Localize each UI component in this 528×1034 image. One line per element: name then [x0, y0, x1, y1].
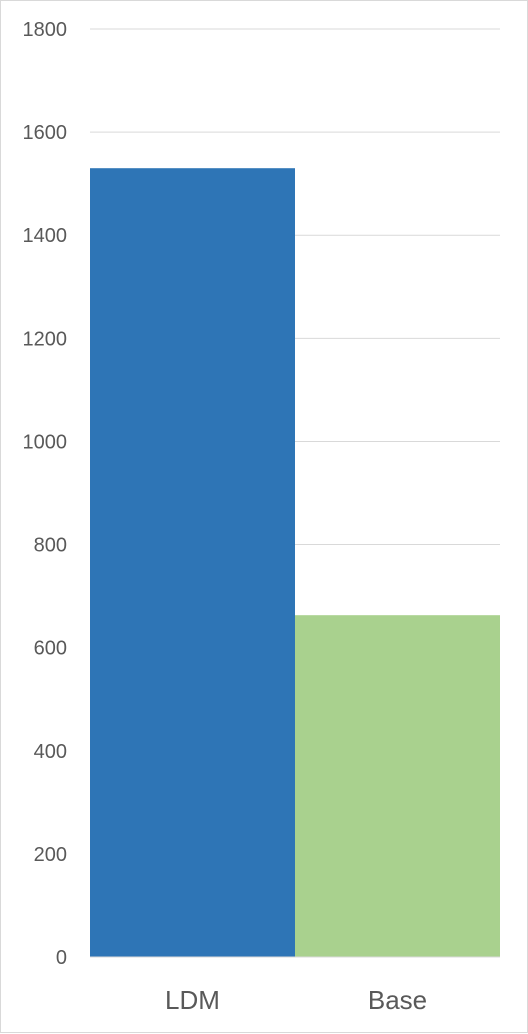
y-tick-label: 1200 — [23, 328, 68, 350]
bar-base — [295, 615, 500, 957]
x-category-label-ldm: LDM — [165, 985, 220, 1015]
y-tick-label: 400 — [34, 741, 67, 763]
y-axis-tick-labels: 0 200 400 600 800 1000 1200 1400 1600 1800 — [23, 19, 68, 969]
bar-ldm — [90, 168, 295, 957]
y-tick-label: 1000 — [23, 431, 68, 453]
x-axis-category-labels: LDM Base — [165, 985, 427, 1015]
bars — [90, 168, 500, 957]
y-tick-label: 0 — [56, 947, 67, 969]
x-category-label-base: Base — [368, 985, 427, 1015]
y-tick-label: 600 — [34, 638, 67, 660]
y-tick-label: 1400 — [23, 225, 68, 247]
y-tick-label: 1600 — [23, 122, 68, 144]
y-tick-label: 800 — [34, 535, 67, 557]
y-tick-label: 200 — [34, 844, 67, 866]
y-tick-label: 1800 — [23, 19, 68, 41]
